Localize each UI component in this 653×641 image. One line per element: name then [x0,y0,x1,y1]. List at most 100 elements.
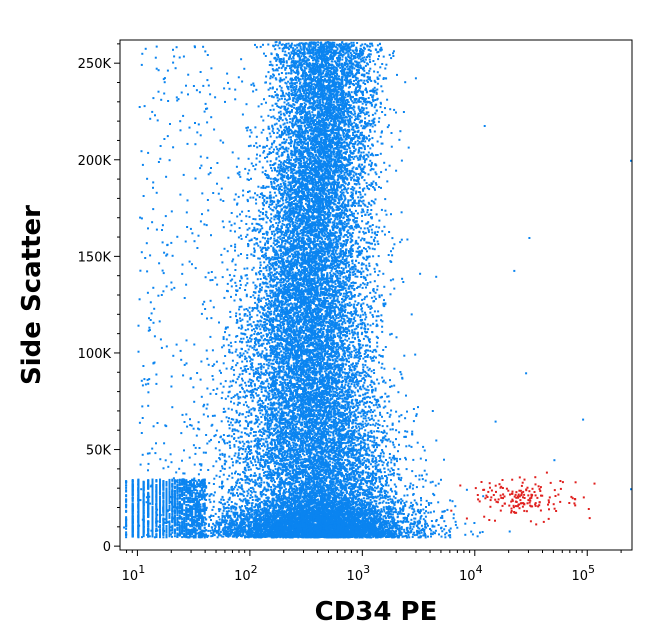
data-point [325,194,328,197]
data-point [257,294,260,297]
data-point [263,481,266,484]
data-point [265,329,267,332]
data-point [244,284,247,287]
data-point [196,532,199,535]
data-point [212,505,215,508]
data-point [286,339,289,342]
data-point [383,490,386,493]
data-point [353,438,356,441]
data-point [344,397,347,400]
data-point [289,378,292,381]
data-point [376,378,379,381]
data-point [262,493,265,496]
data-point [363,56,366,59]
data-point [376,430,378,433]
data-point [322,466,325,469]
data-point [367,328,370,331]
data-point [272,225,275,228]
data-point [343,173,346,176]
data-point [386,526,389,528]
data-point [230,367,233,370]
data-point [213,128,216,131]
data-point [215,429,218,432]
data-point [364,464,367,466]
data-point [371,231,374,234]
data-point [395,438,397,441]
data-point [353,462,356,464]
data-point [293,400,296,403]
data-point [249,487,252,489]
data-point [263,276,265,279]
data-point [303,104,306,107]
data-point [336,462,339,465]
data-point [137,501,140,504]
data-point [339,289,342,291]
data-point [256,153,258,156]
data-point [213,500,216,503]
data-point [235,293,237,296]
data-point [327,46,330,48]
data-point [375,263,378,266]
data-point [381,362,384,365]
data-point [322,72,324,75]
data-point [239,320,242,322]
data-point [288,286,291,289]
data-point [322,75,325,78]
data-point [205,518,208,521]
data-point [235,409,238,412]
data-point [311,468,314,471]
data-point [367,97,370,99]
data-point [240,305,243,308]
data-point [305,217,308,220]
data-point [222,473,225,476]
data-point [219,382,222,385]
data-point [258,473,261,476]
data-point [403,502,406,504]
data-point [261,286,263,289]
data-point [275,494,278,497]
data-point [303,465,306,468]
data-point [366,366,369,369]
data-point [441,515,444,517]
data-point [291,82,294,85]
data-point [272,280,275,283]
data-point [444,525,447,527]
data-point [231,359,234,362]
data-point [256,194,259,197]
data-point [360,124,363,127]
data-point [250,507,253,510]
data-point [264,55,267,57]
data-point [248,409,251,412]
data-point [317,357,320,360]
data-point [354,422,357,425]
data-point [259,504,261,507]
data-point [277,56,280,59]
data-point [240,332,243,335]
data-point [379,106,382,109]
data-point [364,313,367,316]
data-point [368,247,371,250]
data-point [357,285,360,288]
data-point [369,324,372,327]
data-point [346,332,348,335]
data-point [375,403,378,406]
data-point [369,424,372,426]
data-point [327,428,330,431]
data-point [367,114,370,117]
data-point [364,193,367,196]
data-point [285,76,288,79]
data-point [314,224,317,227]
data-point [304,212,307,215]
data-point [333,173,336,176]
data-point [230,510,233,513]
data-point [167,465,170,468]
data-point [315,462,318,465]
data-point [284,98,286,101]
data-point [230,492,232,495]
data-point [253,333,256,335]
data-point [444,536,447,539]
data-point [240,253,242,255]
data-point [291,441,294,444]
data-point [359,385,362,388]
data-point [185,339,188,342]
